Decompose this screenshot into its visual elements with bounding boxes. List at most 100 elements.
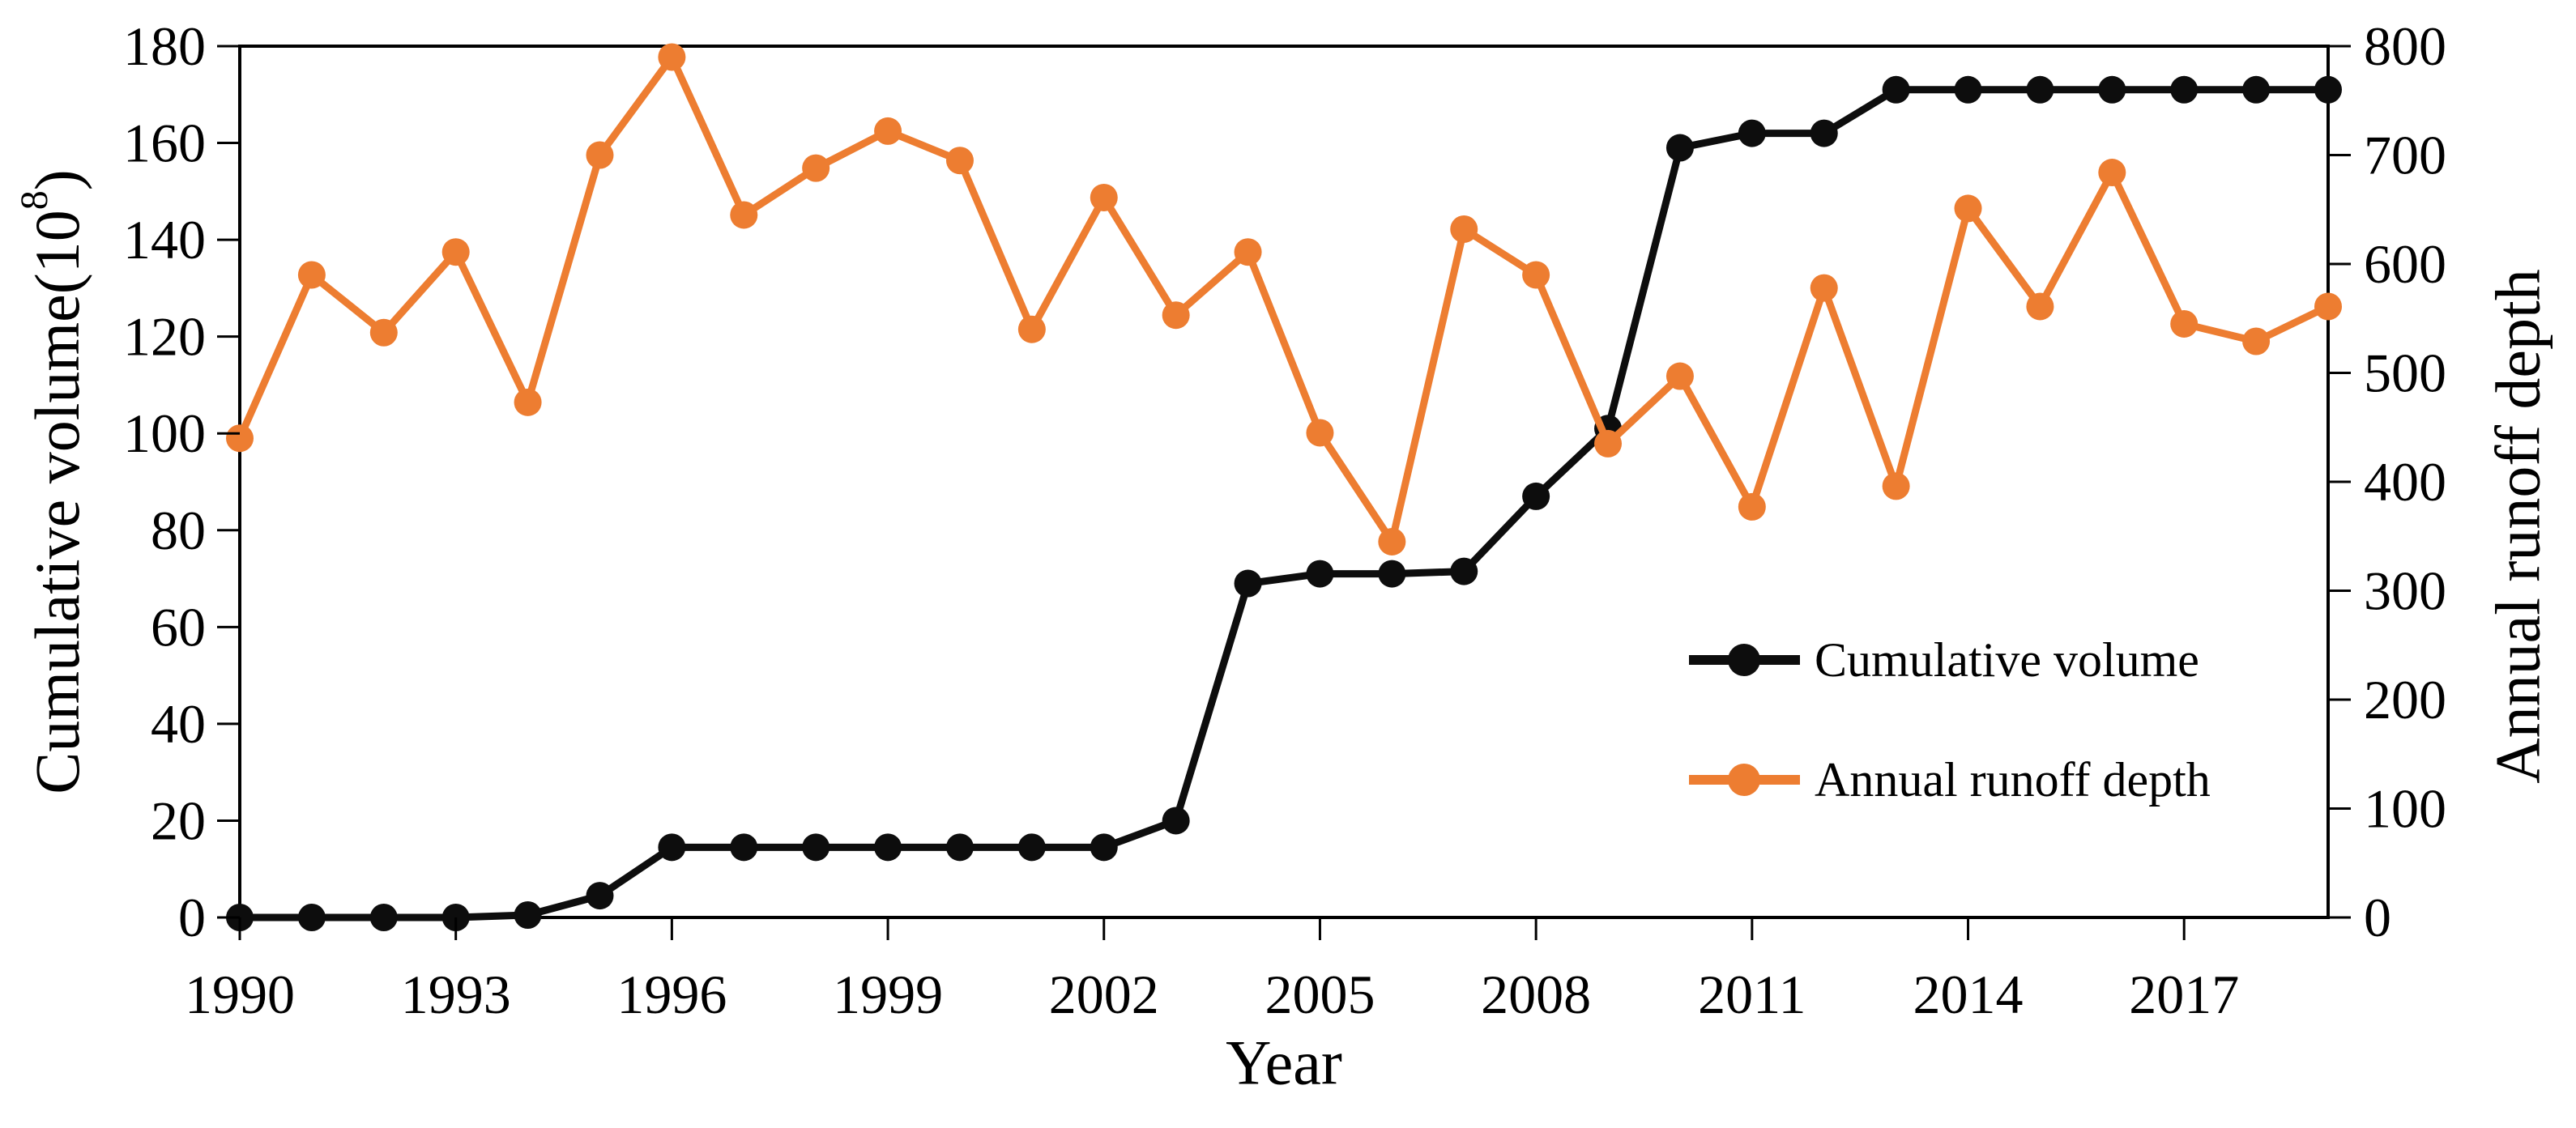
x-axis-title: Year — [1226, 1028, 1342, 1098]
x-tick-label: 1996 — [616, 964, 727, 1025]
data-point — [1810, 274, 1838, 302]
axis-titles: Year Cumulative volume(108) Annual runoff … — [13, 169, 2553, 1097]
data-point — [1665, 362, 1694, 390]
data-point — [369, 318, 398, 347]
data-point — [658, 43, 686, 71]
data-point — [1090, 183, 1118, 211]
data-point — [2170, 309, 2199, 338]
data-point — [2242, 327, 2271, 355]
data-point — [945, 147, 974, 175]
left-axis-title: Cumulative volume(108) — [13, 169, 92, 794]
chart-legend: Cumulative volume Annual runoff depth — [1689, 633, 2211, 807]
data-point — [2314, 292, 2342, 321]
data-point — [2170, 75, 2199, 104]
data-point — [1522, 482, 1550, 510]
series-line-annual-runoff-depth — [236, 53, 2332, 546]
data-point — [730, 201, 758, 229]
left-tick-label: 40 — [151, 693, 206, 755]
data-point — [297, 904, 326, 931]
x-tick-label: 1990 — [185, 964, 295, 1025]
data-point — [730, 833, 758, 862]
data-point — [1882, 75, 1910, 104]
data-point — [1162, 301, 1190, 330]
data-point — [1162, 807, 1190, 835]
x-tick-label: 1993 — [401, 964, 511, 1025]
data-point — [226, 424, 254, 453]
data-point — [1594, 429, 1623, 458]
data-point — [1306, 419, 1334, 447]
data-point — [1234, 238, 1262, 266]
data-point — [2242, 75, 2271, 104]
right-tick-label: 800 — [2364, 15, 2446, 77]
data-point — [945, 833, 974, 862]
data-point — [1450, 215, 1478, 243]
left-tick-label: 180 — [123, 15, 206, 77]
data-point — [1017, 315, 1046, 343]
data-point — [586, 141, 614, 169]
x-tick-label: 2014 — [1913, 964, 2024, 1025]
data-point — [1665, 134, 1694, 162]
data-point — [2026, 292, 2054, 321]
x-tick-label: 2002 — [1049, 964, 1159, 1025]
data-point — [514, 901, 542, 930]
data-point — [1882, 472, 1910, 500]
data-point — [2026, 75, 2054, 104]
data-point — [441, 238, 470, 266]
right-tick-label: 700 — [2364, 125, 2446, 186]
data-point — [1738, 492, 1766, 521]
right-tick-label: 300 — [2364, 560, 2446, 622]
x-tick-label: 2005 — [1265, 964, 1375, 1025]
left-tick-label: 120 — [123, 306, 206, 368]
legend-label: Annual runoff depth — [1815, 753, 2211, 807]
left-tick-label: 100 — [123, 402, 206, 464]
data-point — [1522, 261, 1550, 289]
right-tick-label: 200 — [2364, 669, 2446, 730]
series-lines — [226, 43, 2342, 931]
data-point — [1738, 119, 1766, 147]
axis-ticks — [217, 45, 2351, 940]
legend-marker — [1728, 644, 1760, 676]
data-point — [1378, 527, 1406, 555]
left-tick-label: 60 — [151, 596, 206, 658]
data-point — [2314, 75, 2342, 104]
legend-marker — [1728, 764, 1760, 796]
data-point — [2098, 159, 2126, 187]
data-point — [802, 833, 830, 862]
left-tick-label: 0 — [178, 887, 206, 948]
data-point — [1810, 119, 1838, 147]
data-point — [802, 154, 830, 182]
data-point — [1378, 560, 1406, 588]
axis-tick-labels: 0 20 40 60 80 100 120 140 160 180 0 100 200 300 400 500… — [123, 15, 2446, 1025]
x-tick-label: 2017 — [2129, 964, 2239, 1025]
left-tick-label: 140 — [123, 209, 206, 270]
data-point — [369, 904, 398, 931]
data-point — [1306, 560, 1334, 588]
left-tick-label: 20 — [151, 790, 206, 851]
data-point — [586, 882, 614, 910]
data-point — [658, 833, 686, 862]
data-point — [1234, 569, 1262, 598]
right-tick-label: 500 — [2364, 343, 2446, 404]
right-tick-label: 400 — [2364, 451, 2446, 513]
legend-label: Cumulative volume — [1815, 633, 2199, 687]
data-point — [2098, 75, 2126, 104]
data-point — [297, 261, 326, 289]
x-tick-label: 2011 — [1698, 964, 1806, 1025]
left-tick-label: 160 — [123, 113, 206, 174]
data-point — [1017, 833, 1046, 862]
right-tick-label: 600 — [2364, 233, 2446, 295]
data-point — [514, 388, 542, 416]
right-tick-label: 0 — [2364, 887, 2391, 948]
data-point — [874, 833, 902, 862]
x-tick-label: 2008 — [1481, 964, 1591, 1025]
data-point — [1954, 75, 1982, 104]
x-tick-label: 1999 — [833, 964, 943, 1025]
data-point — [1090, 833, 1118, 862]
data-point — [1954, 194, 1982, 223]
right-axis-title: Annual runoff depth — [2483, 269, 2553, 783]
right-tick-label: 100 — [2364, 778, 2446, 840]
data-point — [874, 117, 902, 145]
data-point — [1450, 557, 1478, 585]
